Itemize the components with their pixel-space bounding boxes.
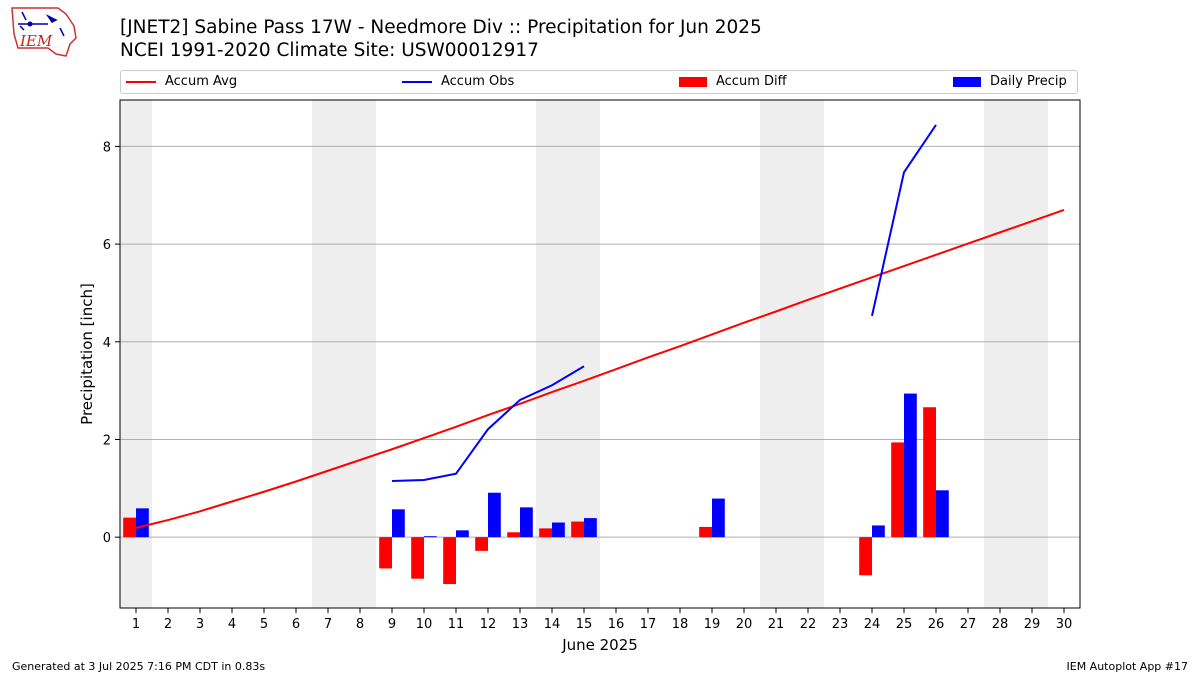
x-tick-label-10: 10	[416, 617, 433, 632]
x-tick-label-9: 9	[388, 617, 396, 632]
chart-title: [JNET2] Sabine Pass 17W - Needmore Div :…	[120, 17, 762, 38]
x-tick-label-25: 25	[896, 617, 913, 632]
bar-accum-diff-day-14	[539, 528, 552, 538]
x-tick-label-19: 19	[704, 617, 721, 632]
x-tick-label-23: 23	[832, 617, 849, 632]
line-accum-obs-segment-0	[391, 365, 585, 482]
y-tick-label-8: 8	[103, 140, 111, 155]
legend: Accum Avg Accum Obs Accum Diff Daily Pre…	[120, 70, 1078, 94]
bar-daily-precip-day-15	[584, 518, 597, 538]
legend-item-accum-avg: Accum Avg	[126, 74, 237, 90]
bar-accum-diff-day-13	[507, 532, 520, 538]
x-tick-label-22: 22	[800, 617, 817, 632]
bar-daily-precip-day-13	[520, 507, 533, 538]
x-tick-label-29: 29	[1024, 617, 1041, 632]
x-tick-label-8: 8	[356, 617, 364, 632]
legend-swatch-accum-obs	[402, 80, 432, 83]
x-tick-label-24: 24	[864, 617, 881, 632]
x-axis-label: June 2025	[561, 636, 638, 654]
footer-generated-text: Generated at 3 Jul 2025 7:16 PM CDT in 0…	[12, 660, 266, 673]
x-tick-label-18: 18	[672, 617, 689, 632]
weekend-band-3	[760, 100, 824, 608]
bar-accum-diff-day-9	[379, 537, 392, 569]
bar-accum-diff-day-26	[923, 407, 936, 538]
x-tick-label-28: 28	[992, 617, 1009, 632]
legend-item-accum-obs: Accum Obs	[402, 74, 514, 90]
bar-daily-precip-day-11	[456, 530, 469, 538]
y-tick-label-6: 6	[103, 238, 111, 253]
x-tick-label-17: 17	[640, 617, 657, 632]
bar-accum-diff-day-12	[475, 537, 488, 551]
bar-accum-diff-day-19	[699, 526, 712, 538]
x-tick-label-4: 4	[228, 617, 236, 632]
x-tick-label-13: 13	[512, 617, 529, 632]
bar-daily-precip-day-1	[136, 508, 149, 538]
chart-subtitle: NCEI 1991-2020 Climate Site: USW00012917	[120, 40, 539, 61]
x-tick-label-5: 5	[260, 617, 268, 632]
x-tick-label-2: 2	[164, 617, 172, 632]
bar-accum-diff-day-1	[123, 517, 136, 538]
bar-daily-precip-day-26	[936, 490, 949, 538]
legend-item-accum-diff: Accum Diff	[679, 74, 787, 90]
weekend-band-1	[312, 100, 376, 608]
plot-frame	[119, 99, 1081, 609]
x-tick-label-12: 12	[480, 617, 497, 632]
bar-daily-precip-day-10	[424, 536, 437, 538]
bar-daily-precip-day-9	[392, 509, 405, 538]
x-tick-label-11: 11	[448, 617, 465, 632]
bar-daily-precip-day-12	[488, 492, 501, 538]
x-tick-label-16: 16	[608, 617, 625, 632]
legend-label-accum-obs: Accum Obs	[441, 74, 515, 89]
line-accum-obs-segment-1	[871, 124, 937, 317]
bar-accum-diff-day-11	[443, 537, 456, 585]
bar-daily-precip-day-25	[904, 393, 917, 538]
legend-swatch-accum-avg	[126, 80, 156, 83]
legend-label-daily-precip: Daily Precip	[990, 74, 1067, 89]
y-axis-label: Precipitation [inch]	[78, 283, 96, 425]
x-tick-label-30: 30	[1056, 617, 1073, 632]
logo-text: IEM	[19, 32, 53, 50]
x-tick-label-27: 27	[960, 617, 977, 632]
weekend-band-4	[984, 100, 1048, 608]
x-tick-label-20: 20	[736, 617, 753, 632]
bar-daily-precip-day-14	[552, 522, 565, 538]
bar-accum-diff-day-24	[859, 537, 872, 576]
legend-item-daily-precip: Daily Precip	[953, 74, 1067, 90]
x-tick-label-1: 1	[132, 617, 140, 632]
x-tick-label-26: 26	[928, 617, 945, 632]
x-tick-label-6: 6	[292, 617, 300, 632]
line-accum-avg	[135, 208, 1065, 529]
legend-swatch-accum-diff	[679, 76, 707, 87]
x-tick-label-15: 15	[576, 617, 593, 632]
bar-accum-diff-day-10	[411, 537, 424, 579]
legend-label-accum-diff: Accum Diff	[716, 74, 787, 89]
iem-logo: IEM	[11, 7, 77, 57]
bar-daily-precip-day-19	[712, 498, 725, 538]
x-tick-label-14: 14	[544, 617, 561, 632]
bar-daily-precip-day-24	[872, 525, 885, 538]
bar-accum-diff-day-25	[891, 442, 904, 538]
legend-swatch-daily-precip	[953, 76, 981, 87]
bar-accum-diff-day-15	[571, 521, 584, 538]
x-tick-label-21: 21	[768, 617, 785, 632]
footer-app-label: IEM Autoplot App #17	[1066, 660, 1189, 673]
x-tick-label-7: 7	[324, 617, 332, 632]
y-tick-label-4: 4	[103, 336, 111, 351]
x-tick-label-3: 3	[196, 617, 204, 632]
legend-label-accum-avg: Accum Avg	[165, 74, 238, 89]
y-tick-label-0: 0	[103, 531, 111, 546]
y-tick-label-2: 2	[103, 433, 111, 448]
